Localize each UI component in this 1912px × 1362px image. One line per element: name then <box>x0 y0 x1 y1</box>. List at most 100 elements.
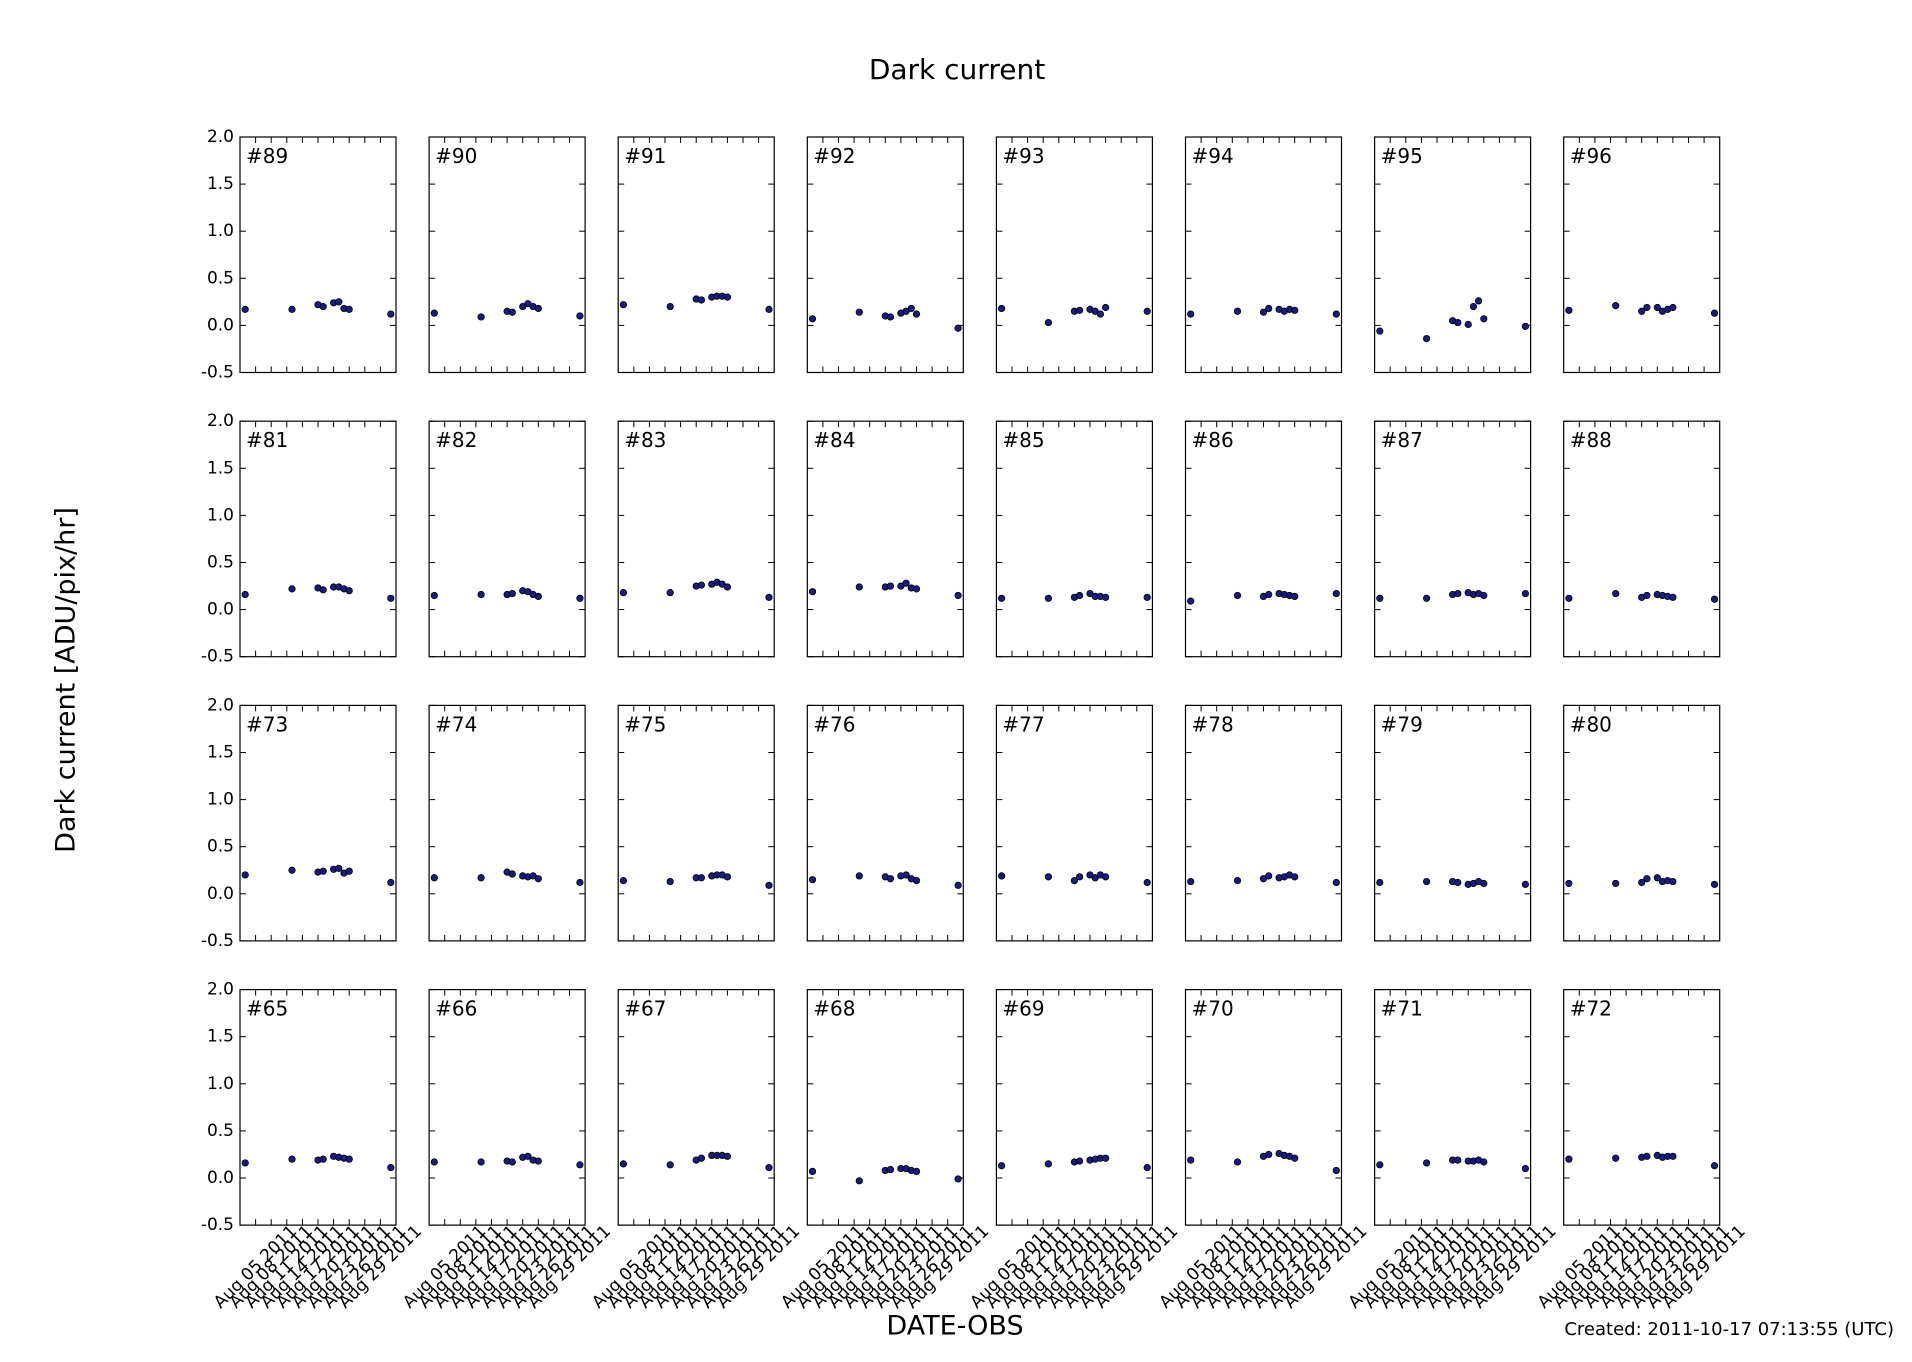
data-point <box>1710 880 1719 888</box>
axes-frame <box>239 988 397 1226</box>
panel-label: #85 <box>1002 428 1044 452</box>
data-point <box>1638 307 1646 315</box>
data-point <box>1291 592 1299 601</box>
y-tick-label: 1.5 <box>207 458 234 478</box>
data-point <box>1521 1164 1530 1173</box>
data-point <box>319 1155 327 1163</box>
data-point <box>576 312 584 320</box>
data-point <box>1653 303 1661 312</box>
data-point <box>1480 315 1488 323</box>
axes-frame <box>806 704 964 942</box>
data-point <box>886 1165 895 1174</box>
y-tick-label: 0.5 <box>207 268 234 288</box>
y-tick-label: 1.5 <box>207 743 234 763</box>
data-point <box>387 310 395 318</box>
panel-label: #73 <box>246 712 288 736</box>
data-point <box>1265 304 1273 313</box>
y-tick-label: 1.5 <box>207 174 234 194</box>
data-point <box>335 864 343 872</box>
y-tick-label: 0.0 <box>207 600 234 620</box>
data-point <box>1565 594 1573 602</box>
panel-label: #78 <box>1192 712 1234 736</box>
data-point <box>1143 878 1151 887</box>
data-point <box>345 587 353 595</box>
axes-frame <box>239 136 397 374</box>
data-point <box>534 304 542 313</box>
data-point <box>241 1159 249 1167</box>
data-point <box>576 1161 584 1169</box>
data-point <box>508 308 516 316</box>
axes-frame <box>617 136 775 374</box>
data-point <box>619 301 628 309</box>
data-point <box>1076 873 1084 881</box>
data-point <box>666 877 674 886</box>
data-point <box>1464 320 1472 329</box>
y-tick-label: -0.5 <box>201 931 234 951</box>
panel-label: #67 <box>624 997 666 1021</box>
data-point <box>1469 302 1478 311</box>
data-point <box>1643 1152 1651 1160</box>
data-point <box>808 876 817 884</box>
panel-label: #82 <box>435 428 477 452</box>
panel-label: #92 <box>813 144 855 168</box>
y-tick-label: 2.0 <box>207 980 234 1000</box>
axes-frame <box>1373 704 1532 942</box>
data-point <box>1102 1154 1110 1162</box>
axes-frame <box>1563 136 1721 374</box>
data-point <box>534 875 542 883</box>
data-point <box>808 1167 817 1176</box>
panel-label: #69 <box>1002 997 1044 1021</box>
data-point <box>1096 310 1105 318</box>
axes-frame <box>995 136 1154 374</box>
axes-frame <box>1563 704 1721 942</box>
data-point <box>1454 1156 1462 1164</box>
data-point <box>619 589 628 597</box>
panel-label: #86 <box>1192 428 1234 452</box>
data-point <box>288 585 296 593</box>
data-point <box>765 305 773 313</box>
data-point <box>1265 872 1273 880</box>
data-point <box>477 590 485 599</box>
data-point <box>619 877 628 885</box>
data-point <box>1376 1161 1384 1169</box>
y-tick-label: 0.5 <box>207 837 234 857</box>
data-point <box>534 592 542 601</box>
data-point <box>1521 589 1530 598</box>
data-point <box>912 585 921 593</box>
panel-label: #71 <box>1381 997 1423 1021</box>
data-point <box>902 579 910 587</box>
data-point <box>1423 877 1431 886</box>
data-point <box>1332 589 1340 598</box>
data-point <box>1187 1156 1195 1164</box>
data-point <box>855 1177 863 1185</box>
y-tick-label: -0.5 <box>201 647 234 667</box>
data-point <box>576 594 584 602</box>
data-point <box>1143 307 1151 315</box>
axes-frame <box>428 136 586 374</box>
data-point <box>1376 327 1384 335</box>
panel-label: #93 <box>1002 144 1044 168</box>
data-point <box>1475 297 1483 305</box>
data-point <box>1265 590 1273 599</box>
data-point <box>1332 310 1340 318</box>
data-point <box>1710 595 1719 603</box>
panel-label: #89 <box>246 144 288 168</box>
data-point <box>345 305 353 313</box>
y-tick-label: 1.5 <box>207 1027 234 1047</box>
data-point <box>1710 1162 1719 1170</box>
data-point <box>1076 1157 1084 1165</box>
data-point <box>912 1167 921 1176</box>
data-point <box>886 582 895 590</box>
panel-label: #83 <box>624 428 666 452</box>
data-point <box>1265 1150 1273 1159</box>
axes-frame <box>806 136 964 374</box>
data-point <box>954 1175 962 1183</box>
data-point <box>1454 589 1462 598</box>
y-tick-label: 1.0 <box>207 221 234 241</box>
axes-frame <box>617 704 775 942</box>
data-point <box>1669 593 1677 601</box>
panel-label: #84 <box>813 428 855 452</box>
data-point <box>1612 302 1620 310</box>
